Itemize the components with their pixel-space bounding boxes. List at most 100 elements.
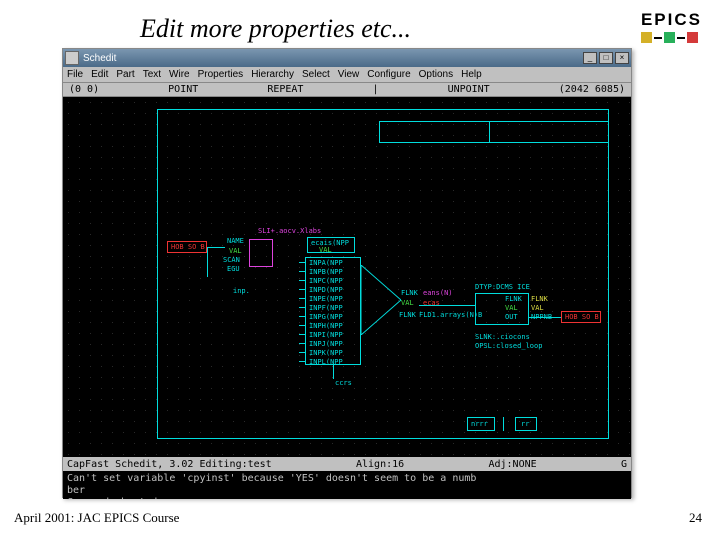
epics-connector	[654, 37, 662, 39]
close-button[interactable]: ×	[615, 52, 629, 64]
pin-9: INPJ(NPP	[309, 340, 343, 348]
bottom-lbl-2: rr	[521, 420, 529, 428]
menu-help[interactable]: Help	[461, 69, 482, 80]
pin-11: INPL(NPP	[309, 358, 343, 366]
pin-wire-7	[299, 325, 305, 326]
info-sep: |	[372, 84, 378, 95]
menu-edit[interactable]: Edit	[91, 69, 108, 80]
pin-10: INPK(NPP	[309, 349, 343, 357]
pin-wire-6	[299, 316, 305, 317]
pin-1: INPB(NPP	[309, 268, 343, 276]
eansn: eans(N)	[423, 289, 453, 297]
small-comp	[249, 239, 273, 267]
epics-text: EPICS	[641, 10, 702, 30]
pin-wire-3	[299, 289, 305, 290]
slnk-label: SLNK:.ciocons	[475, 333, 530, 341]
epics-blocks	[641, 32, 702, 43]
bottom-sep	[503, 417, 504, 431]
pin-wire-9	[299, 343, 305, 344]
inp-label: inp.	[233, 287, 250, 295]
pin-4: INPE(NPP	[309, 295, 343, 303]
titlebar[interactable]: Schedit _ □ ×	[63, 49, 631, 67]
menubar: File Edit Part Text Wire Properties Hierarchy S…	[63, 67, 631, 83]
pin-7: INPH(NPP	[309, 322, 343, 330]
egu-label: EGU	[227, 265, 240, 273]
status-align: Align:16	[356, 459, 404, 470]
menu-wire[interactable]: Wire	[169, 69, 190, 80]
right-hob-label: HOB SO B	[565, 313, 599, 321]
app-icon	[65, 51, 79, 65]
menu-select[interactable]: Select	[302, 69, 330, 80]
maximize-button[interactable]: □	[599, 52, 613, 64]
footer-left: April 2001: JAC EPICS Course	[14, 510, 179, 526]
window-title: Schedit	[83, 53, 116, 64]
calc-down-wire	[333, 365, 334, 379]
infobar: (0 0) POINT REPEAT | UNPOINT (2042 6085)	[63, 83, 631, 97]
opsl-label: OPSL:closed_loop	[475, 342, 542, 350]
info-repeat: REPEAT	[267, 84, 303, 95]
val-c: VAL	[401, 299, 414, 307]
pin-3: INPD(NPP	[309, 286, 343, 294]
console-line-3: Command aborted	[67, 497, 627, 499]
console: Can't set variable 'cpyinst' because 'YE…	[63, 471, 631, 499]
pin-wire-0	[299, 262, 305, 263]
menu-configure[interactable]: Configure	[367, 69, 410, 80]
pin-8: INPI(NPP	[309, 331, 343, 339]
slide-title: Edit more properties etc...	[140, 14, 411, 44]
pin-2: INPC(NPP	[309, 277, 343, 285]
console-line-1: Can't set variable 'cpyinst' because 'YE…	[67, 473, 627, 485]
mid-wire	[419, 305, 475, 306]
pin-wire-11	[299, 361, 305, 362]
info-unpoint: UNPOINT	[448, 84, 490, 95]
r-flnk: FLNK	[505, 295, 522, 303]
menu-properties[interactable]: Properties	[198, 69, 244, 80]
val-label: VAL	[229, 247, 242, 255]
flnk-2: FLNK	[399, 311, 416, 319]
status-end: G	[621, 459, 627, 470]
minimize-button[interactable]: _	[583, 52, 597, 64]
epics-connector	[677, 37, 685, 39]
schematic-canvas[interactable]: HOB SO B SLI+.aocv.Xlabs NAME VAL SCAN E…	[63, 97, 631, 457]
menu-view[interactable]: View	[338, 69, 360, 80]
status-left: CapFast Schedit, 3.02 Editing:test	[67, 459, 272, 470]
left-wire-2	[207, 247, 208, 277]
r-flnk-v: FLNK	[531, 295, 548, 303]
pin-wire-2	[299, 280, 305, 281]
pin-0: INPA(NPP	[309, 259, 343, 267]
console-line-2: ber	[67, 485, 627, 497]
info-point: POINT	[168, 84, 198, 95]
amp-triangle	[361, 265, 401, 335]
xlabel: SLI+.aocv.Xlabs	[258, 227, 321, 235]
statusbar: CapFast Schedit, 3.02 Editing:test Align…	[63, 457, 631, 471]
top-strip	[379, 121, 609, 143]
status-adj: Adj:NONE	[488, 459, 536, 470]
name-label: NAME	[227, 237, 244, 245]
pin-wire-1	[299, 271, 305, 272]
ccrs-label: ccrs	[335, 379, 352, 387]
menu-text[interactable]: Text	[143, 69, 161, 80]
pin-wire-8	[299, 334, 305, 335]
menu-file[interactable]: File	[67, 69, 83, 80]
pin-wire-4	[299, 298, 305, 299]
r-val: VAL	[505, 304, 518, 312]
menu-hierarchy[interactable]: Hierarchy	[251, 69, 294, 80]
bottom-lbl-1: nrrr	[471, 420, 488, 428]
info-coords-left: (0 0)	[69, 84, 99, 95]
r-out: OUT	[505, 313, 518, 321]
left-wire-1	[207, 247, 225, 248]
menu-options[interactable]: Options	[419, 69, 453, 80]
dtyp-label: DTYP:DCMS ICE	[475, 283, 530, 291]
schedit-window: Schedit _ □ × File Edit Part Text Wire Proper…	[62, 48, 632, 498]
epics-sq-3	[687, 32, 698, 43]
ecais-val: VAL	[319, 246, 332, 254]
pin-6: INPG(NPP	[309, 313, 343, 321]
left-hob-label: HOB SO B	[171, 243, 205, 251]
info-coords-right: (2042 6085)	[559, 84, 625, 95]
pin-5: INPF(NPP	[309, 304, 343, 312]
pin-wire-5	[299, 307, 305, 308]
epics-sq-1	[641, 32, 652, 43]
right-wire	[529, 317, 561, 318]
menu-part[interactable]: Part	[116, 69, 134, 80]
footer-right: 24	[689, 510, 702, 526]
top-strip-div	[489, 121, 490, 143]
